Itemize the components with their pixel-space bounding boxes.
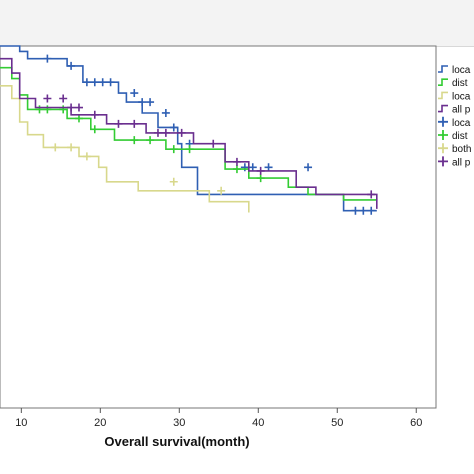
censor-mark-1-19 — [367, 206, 376, 215]
censor-mark-1-15 — [264, 163, 273, 172]
x-axis-title: Overall survival(month) — [104, 434, 249, 449]
censor-mark-4-2 — [59, 94, 68, 103]
censor-mark-2-9 — [185, 145, 194, 154]
series-layer — [0, 45, 378, 215]
censor-mark-4-9 — [161, 128, 170, 137]
legend-swatch-1 — [438, 65, 448, 73]
legend-label-3: loca — [452, 91, 471, 102]
series-4-line — [0, 57, 378, 209]
censor-mark-1-10 — [161, 108, 170, 117]
legend-item-5: loca — [438, 116, 471, 129]
x-tick-label-50: 50 — [331, 417, 343, 429]
legend-item-1: loca — [438, 65, 471, 76]
censor-mark-1-13 — [240, 163, 249, 172]
censor-mark-2-7 — [146, 136, 155, 145]
censor-mark-4-6 — [114, 119, 123, 128]
censor-mark-2-1 — [35, 105, 44, 114]
censor-mark-3-5 — [217, 186, 226, 195]
legend-item-7: both — [438, 143, 471, 155]
censor-mark-4-5 — [90, 110, 99, 119]
censor-mark-3-3 — [82, 152, 91, 161]
legend-swatch-5 — [438, 116, 448, 127]
series-1-line — [0, 45, 377, 212]
censor-mark-4-3 — [67, 103, 76, 112]
x-axis: 10 20 30 40 50 60 — [15, 408, 422, 429]
censor-mark-2-6 — [130, 136, 139, 145]
censor-mark-1-2 — [67, 61, 76, 70]
x-tick-label-60: 60 — [410, 417, 422, 429]
legend-item-4: all p — [438, 105, 471, 116]
legend-label-2: dist — [452, 78, 468, 89]
legend: loca dist loca all p loca dist both all p — [438, 65, 471, 168]
legend-item-6: dist — [438, 130, 468, 142]
legend-label-7: both — [452, 144, 471, 155]
censor-mark-1-7 — [130, 89, 139, 98]
censor-mark-2-10 — [232, 165, 241, 174]
series-3 — [0, 85, 250, 213]
legend-item-3: loca — [438, 91, 471, 102]
censor-mark-1-17 — [351, 206, 360, 215]
legend-item-8: all p — [438, 156, 471, 168]
censor-mark-4-11 — [209, 139, 218, 148]
censor-mark-3-4 — [169, 177, 178, 186]
censor-mark-4-7 — [130, 119, 139, 128]
legend-label-8: all p — [452, 157, 471, 168]
censor-mark-2-3 — [59, 105, 68, 114]
censor-mark-2-11 — [256, 174, 265, 183]
legend-label-5: loca — [452, 118, 471, 129]
censor-mark-1-9 — [146, 98, 155, 107]
censor-mark-4-13 — [256, 166, 265, 175]
censor-mark-4-14 — [367, 190, 376, 199]
censor-mark-1-1 — [43, 54, 52, 63]
censor-mark-2-5 — [90, 125, 99, 134]
censor-mark-2-8 — [169, 145, 178, 154]
legend-swatch-4 — [438, 104, 448, 113]
x-tick-label-20: 20 — [94, 417, 106, 429]
legend-label-6: dist — [452, 131, 468, 142]
censor-mark-3-2 — [67, 143, 76, 152]
censor-mark-4-8 — [153, 128, 162, 137]
legend-swatch-2 — [438, 78, 448, 86]
legend-swatch-3 — [438, 91, 448, 100]
legend-label-4: all p — [452, 105, 471, 116]
series-3-line — [0, 85, 250, 213]
censor-mark-4-10 — [177, 128, 186, 137]
censor-mark-1-6 — [106, 78, 115, 87]
censor-mark-1-5 — [98, 78, 107, 87]
legend-swatch-8 — [438, 156, 448, 167]
x-tick-label-10: 10 — [15, 417, 27, 429]
censor-mark-1-18 — [359, 206, 368, 215]
censor-mark-1-14 — [248, 163, 257, 172]
censor-mark-1-3 — [82, 78, 91, 87]
censor-mark-4-1 — [43, 94, 52, 103]
series-1 — [0, 45, 377, 215]
censor-mark-3-1 — [51, 143, 60, 152]
legend-label-1: loca — [452, 65, 471, 76]
censor-mark-1-4 — [90, 78, 99, 87]
legend-swatch-7 — [438, 143, 448, 154]
x-tick-label-40: 40 — [252, 417, 264, 429]
plot-area — [0, 45, 437, 409]
censor-mark-4-4 — [74, 103, 83, 112]
censor-mark-1-8 — [138, 98, 147, 107]
censor-mark-1-16 — [304, 163, 313, 172]
legend-item-2: dist — [438, 78, 468, 89]
censor-mark-1-11 — [169, 123, 178, 132]
censor-mark-2-4 — [74, 114, 83, 123]
legend-swatch-6 — [438, 130, 448, 140]
censor-mark-2-2 — [43, 105, 52, 114]
series-4 — [0, 57, 378, 209]
censor-mark-4-12 — [232, 157, 241, 166]
x-tick-label-30: 30 — [173, 417, 185, 429]
